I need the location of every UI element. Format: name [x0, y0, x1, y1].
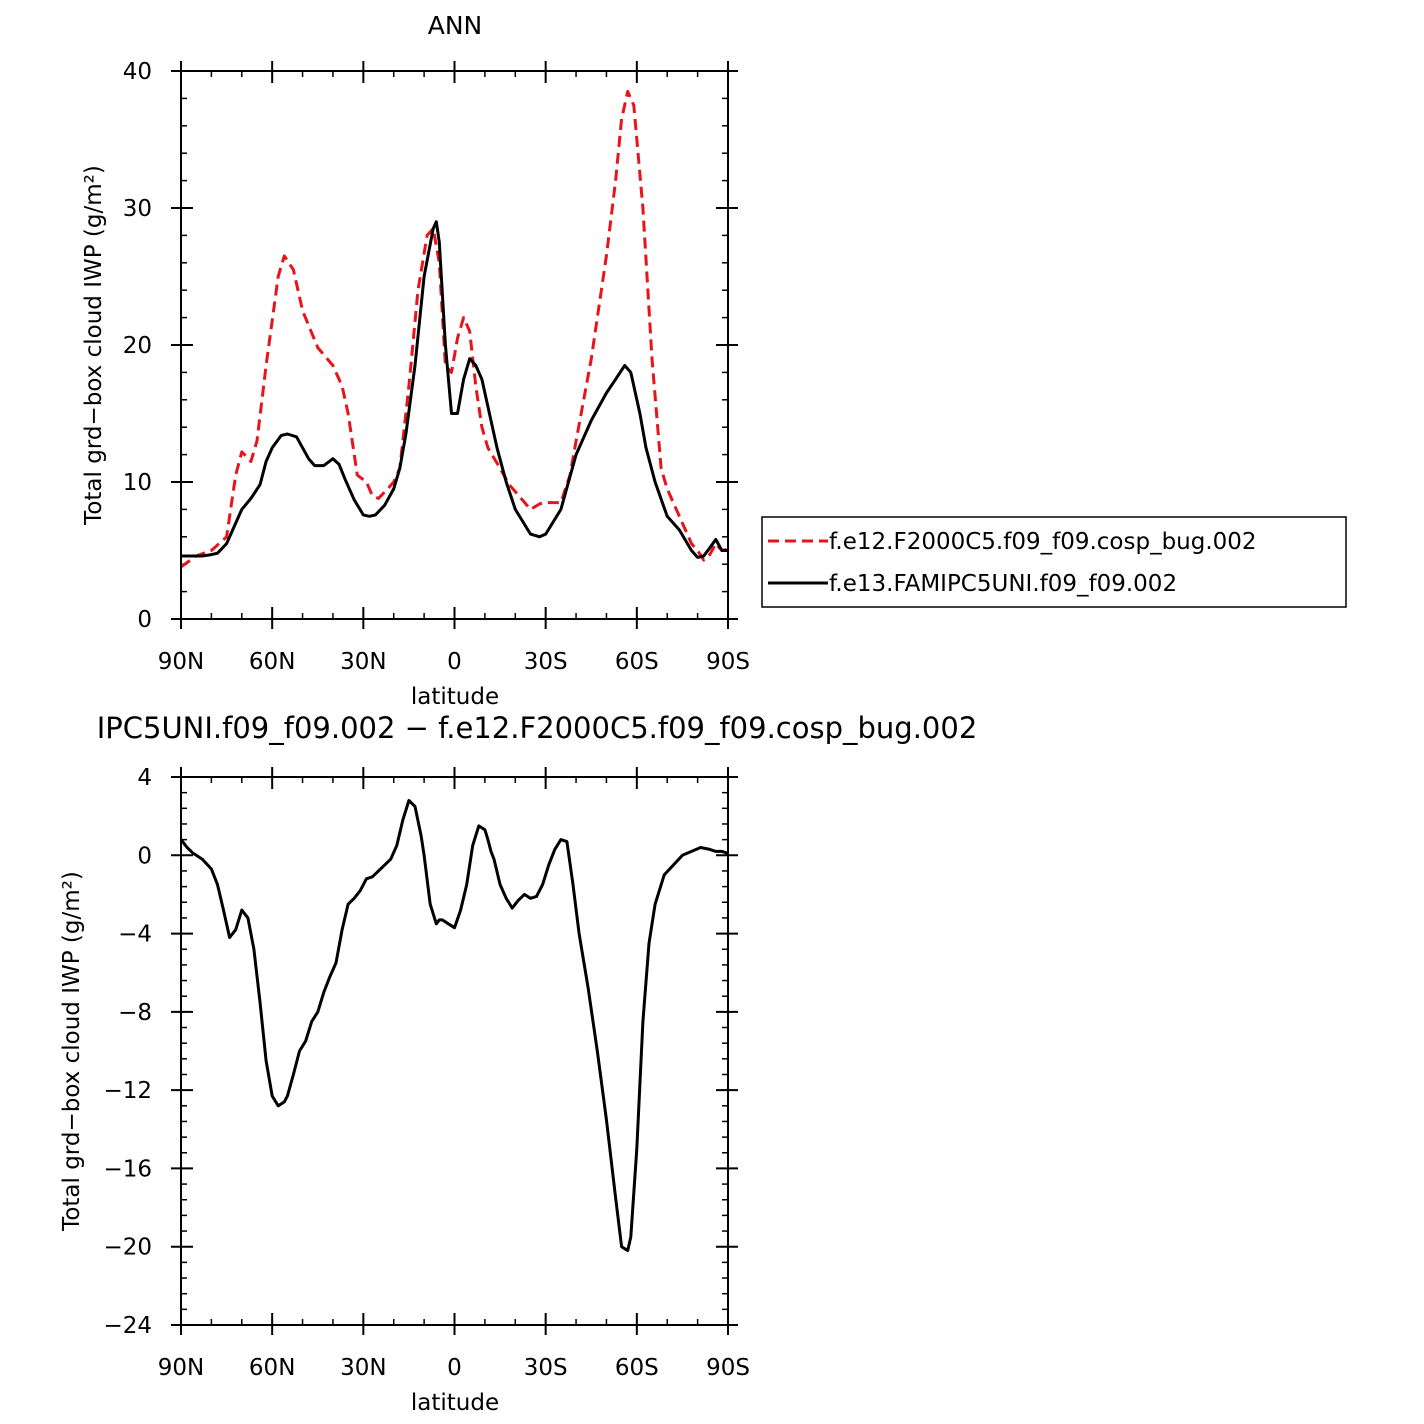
- bottom-x-tick-label: 0: [447, 1355, 462, 1381]
- top-series-1-line: [180, 90, 729, 569]
- bottom-y-axis-label: Total grd−box cloud IWP (g/m²): [59, 871, 85, 1232]
- top-series-layer: [180, 90, 729, 569]
- bottom-y-tick-label: 4: [137, 765, 152, 791]
- top-x-axis-label: latitude: [411, 684, 499, 710]
- top-y-tick-label: 10: [123, 470, 152, 496]
- bottom-x-tick-label: 90N: [158, 1355, 204, 1381]
- legend-label-series-2: f.e13.FAMIPC5UNI.f09_f09.002: [829, 571, 1177, 597]
- bottom-x-axis-label: latitude: [411, 1390, 499, 1416]
- bottom-series-layer: [179, 799, 729, 1253]
- top-x-tick-labels: 90N 60N 30N 0 30S 60S 90S: [158, 649, 750, 675]
- legend-label-series-1: f.e12.F2000C5.f09_f09.cosp_bug.002: [829, 529, 1257, 555]
- bottom-x-tick-label: 60N: [249, 1355, 295, 1381]
- bottom-y-tick-label: −12: [103, 1078, 152, 1104]
- bottom-y-tick-label: −8: [118, 1000, 152, 1026]
- top-ticks: [171, 61, 738, 629]
- top-chart-title: ANN: [428, 11, 483, 40]
- bottom-y-tick-label: −20: [103, 1235, 152, 1261]
- bottom-y-tick-label: −24: [103, 1313, 152, 1339]
- bottom-series-1-line: [179, 799, 729, 1253]
- bottom-x-tick-label: 60S: [615, 1355, 659, 1381]
- bottom-chart: IPC5UNI.f09_f09.002 − f.e12.F2000C5.f09_…: [59, 711, 977, 1416]
- top-y-tick-label: 30: [123, 196, 152, 222]
- top-y-tick-label: 40: [123, 59, 152, 85]
- bottom-x-tick-labels: 90N 60N 30N 0 30S 60S 90S: [158, 1355, 750, 1381]
- top-x-tick-label: 30S: [524, 649, 568, 675]
- bottom-y-tick-labels: 4 0 −4 −8 −12 −16 −20 −24: [103, 765, 152, 1339]
- bottom-ticks: [171, 767, 738, 1335]
- top-y-axis-label: Total grd−box cloud IWP (g/m²): [81, 165, 107, 526]
- top-y-tick-label: 20: [123, 333, 152, 359]
- bottom-y-tick-label: −4: [118, 922, 152, 948]
- top-x-tick-label: 30N: [340, 649, 386, 675]
- top-plot-frame: [180, 70, 729, 620]
- bottom-y-tick-label: −16: [103, 1156, 152, 1182]
- top-x-tick-label: 60S: [615, 649, 659, 675]
- bottom-chart-title: IPC5UNI.f09_f09.002 − f.e12.F2000C5.f09_…: [97, 711, 978, 745]
- top-x-tick-label: 90N: [158, 649, 204, 675]
- top-chart: ANN 90N 60N 30N 0 30S 60S 90S 0 10 20 30 40 latitu…: [81, 11, 750, 710]
- bottom-x-tick-label: 30N: [340, 1355, 386, 1381]
- top-y-tick-labels: 0 10 20 30 40: [123, 59, 152, 633]
- bottom-x-tick-label: 30S: [524, 1355, 568, 1381]
- top-x-tick-label: 90S: [706, 649, 750, 675]
- bottom-plot-frame: [180, 776, 729, 1326]
- top-y-tick-label: 0: [137, 607, 152, 633]
- top-series-2-line: [181, 220, 728, 559]
- bottom-y-tick-label: 0: [137, 843, 152, 869]
- bottom-x-tick-label: 90S: [706, 1355, 750, 1381]
- legend: f.e12.F2000C5.f09_f09.cosp_bug.002 f.e13…: [761, 516, 1347, 608]
- top-x-tick-label: 60N: [249, 649, 295, 675]
- top-x-tick-label: 0: [447, 649, 462, 675]
- legend-box: [761, 516, 1347, 608]
